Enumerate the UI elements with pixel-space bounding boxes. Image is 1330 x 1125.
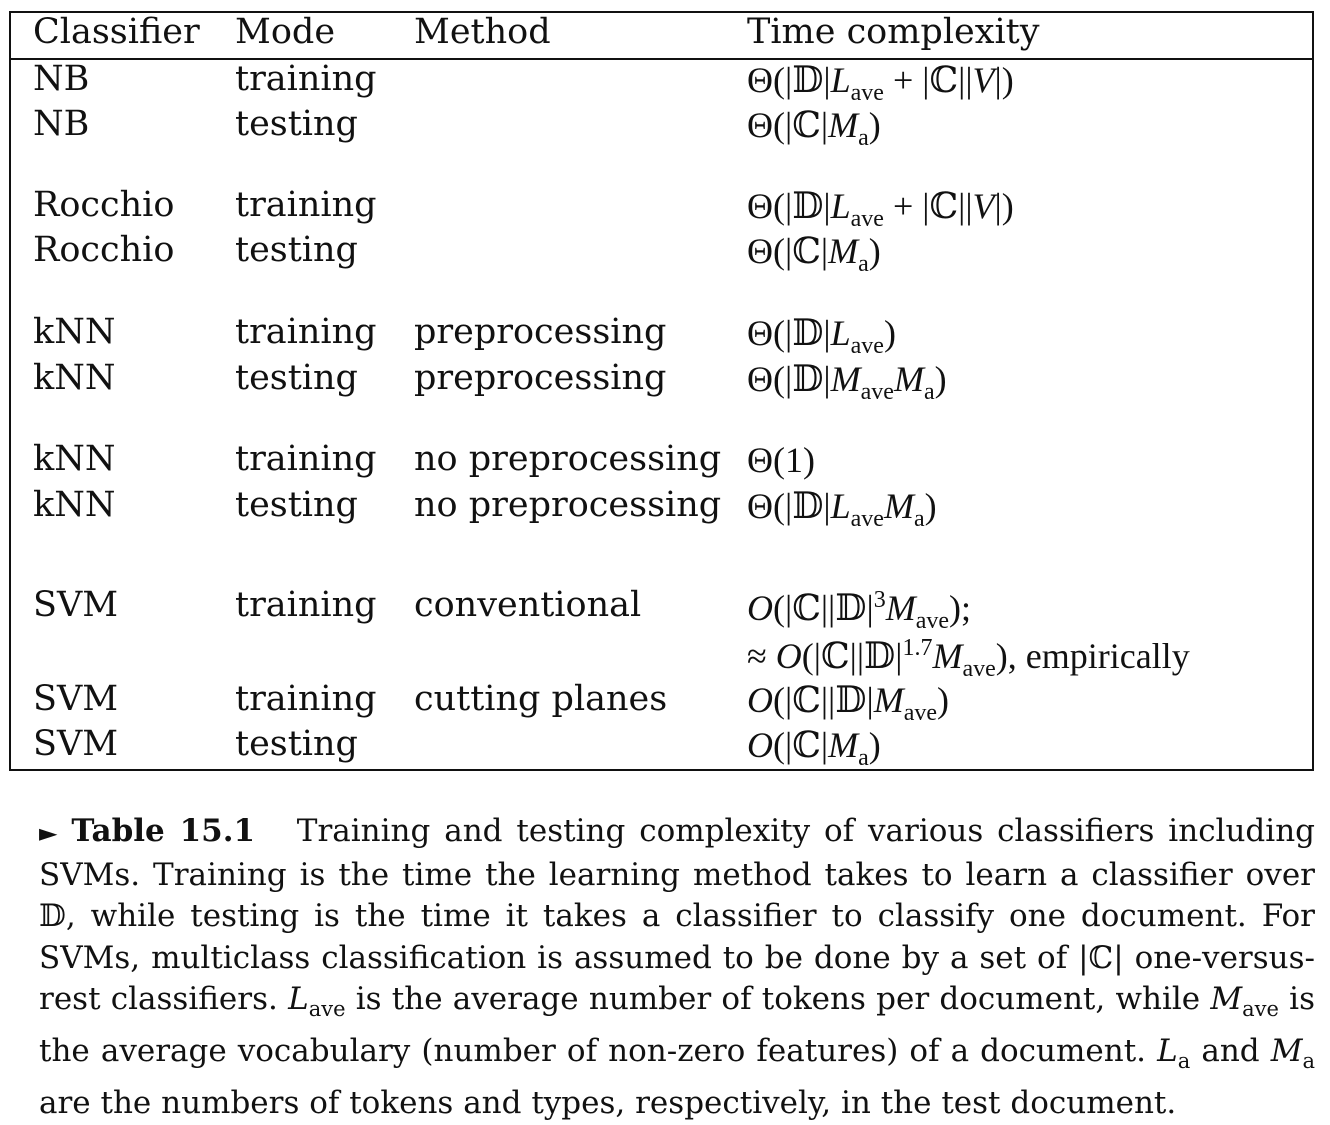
caption-sub-ave: ave [1242,997,1279,1022]
cell-classifier: Rocchio [33,185,175,225]
header-classifier: Classifier [33,12,200,52]
cell-complexity: Θ(|𝔻|Lave + |ℂ||V|) [747,186,1014,233]
cell-complexity: Θ(|𝔻|Lave + |ℂ||V|) [747,60,1014,107]
cell-mode: training [235,585,377,625]
cell-complexity: Θ(1) [747,440,815,480]
cell-complexity: O(|ℂ||𝔻|Mave) [747,680,949,727]
cell-method: no preprocessing [414,439,722,479]
cell-mode: testing [235,104,358,144]
cell-mode: testing [235,358,358,398]
cell-classifier: kNN [33,312,116,352]
cell-classifier: kNN [33,358,116,398]
cell-classifier: NB [33,104,90,144]
cell-classifier: kNN [33,485,116,525]
cell-mode: testing [235,485,358,525]
cell-method: no preprocessing [414,485,722,525]
cell-complexity: Θ(|ℂ|Ma) [747,105,881,152]
cell-complexity: O(|ℂ|Ma) [747,725,881,772]
caption-sub-a: a [1177,1049,1191,1074]
header-rule [9,58,1314,60]
cell-mode: training [235,439,377,479]
cell-classifier: Rocchio [33,230,175,270]
header-mode: Mode [235,12,336,52]
cell-mode: training [235,185,377,225]
header-method: Method [414,12,551,52]
cell-complexity: Θ(|ℂ|Ma) [747,231,881,278]
caption-var-l: L [1157,1033,1178,1070]
cell-classifier: kNN [33,439,116,479]
caption-text: are the numbers of tokens and types, res… [39,1084,1177,1121]
cell-classifier: NB [33,59,90,99]
caption-text: is the average number of tokens per docu… [355,981,1201,1018]
caption-var-l: L [288,981,309,1018]
cell-mode: training [235,679,377,719]
caption-text: and [1201,1033,1260,1070]
table-caption: ► Table 15.1 Training and testing comple… [39,811,1315,1125]
caption-text: is the average vocabulary (number of non… [39,981,1315,1070]
caption-marker-icon: ► [39,819,58,847]
complexity-table [9,11,1314,771]
caption-text: Training and testing complexity of vario… [39,813,1316,1018]
cell-complexity-line2: ≈ O(|ℂ||𝔻|1.7Mave), empirically [747,635,1190,683]
cell-mode: testing [235,724,358,764]
cell-classifier: SVM [33,724,119,764]
cell-method: conventional [414,585,642,625]
caption-var-m: M [1270,1033,1303,1070]
cell-complexity: Θ(|𝔻|LaveMa) [747,486,937,533]
cell-classifier: SVM [33,679,119,719]
cell-method: preprocessing [414,312,667,352]
cell-mode: training [235,59,377,99]
cell-classifier: SVM [33,585,119,625]
cell-mode: testing [235,230,358,270]
caption-var-m: M [1210,981,1243,1018]
caption-sub-ave: ave [308,997,346,1022]
cell-method: cutting planes [414,679,668,719]
caption-label: Table 15.1 [71,813,256,849]
header-time-complexity: Time complexity [747,12,1040,52]
cell-complexity: O(|ℂ||𝔻|3Mave); [747,587,971,635]
caption-sub-a: a [1302,1049,1316,1074]
cell-complexity: Θ(|𝔻|MaveMa) [747,359,947,406]
cell-mode: training [235,312,377,352]
cell-complexity: Θ(|𝔻|Lave) [747,313,896,360]
cell-method: preprocessing [414,358,667,398]
